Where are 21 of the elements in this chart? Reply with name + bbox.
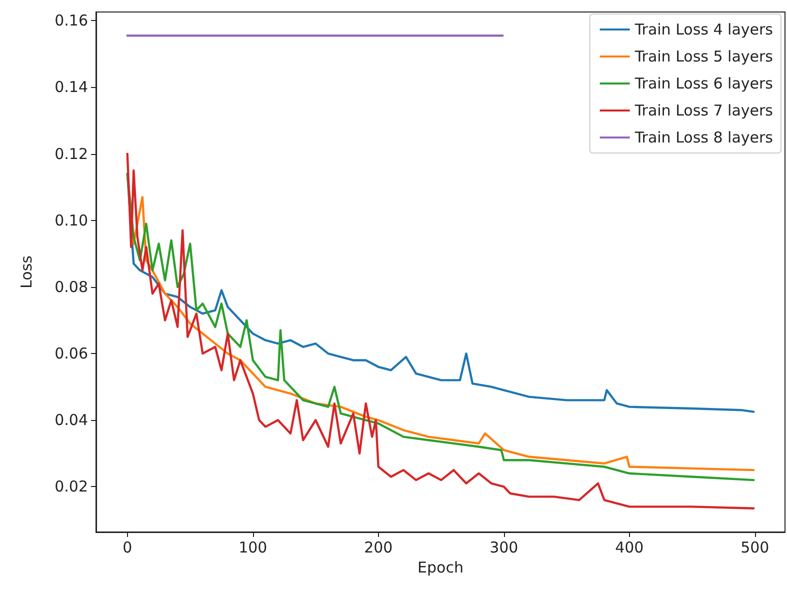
x-tick-label: 400 — [615, 538, 644, 556]
legend-label: Train Loss 4 layers — [634, 20, 774, 38]
y-tick-label: 0.12 — [54, 144, 88, 163]
y-tick-label: 0.10 — [54, 211, 88, 230]
legend-label: Train Loss 7 layers — [634, 102, 774, 120]
y-tick-label: 0.16 — [54, 12, 88, 30]
y-tick-label: 0.06 — [54, 344, 88, 363]
y-tick-label: 0.04 — [54, 411, 88, 430]
x-axis-title: Epoch — [418, 558, 464, 576]
x-tick-label: 300 — [490, 538, 518, 556]
y-tick-label: 0.02 — [54, 478, 88, 496]
legend-label: Train Loss 8 layers — [634, 128, 774, 146]
x-tick-label: 200 — [364, 538, 393, 556]
y-tick-label: 0.14 — [54, 78, 88, 96]
legend-label: Train Loss 6 layers — [634, 74, 774, 92]
y-tick-label: 0.08 — [54, 278, 88, 296]
x-tick-label: 500 — [740, 538, 770, 556]
x-tick-label: 100 — [238, 538, 268, 556]
x-tick-label: 0 — [122, 538, 132, 556]
legend-label: Train Loss 5 layers — [634, 48, 774, 66]
y-axis-title: Loss — [18, 255, 36, 288]
